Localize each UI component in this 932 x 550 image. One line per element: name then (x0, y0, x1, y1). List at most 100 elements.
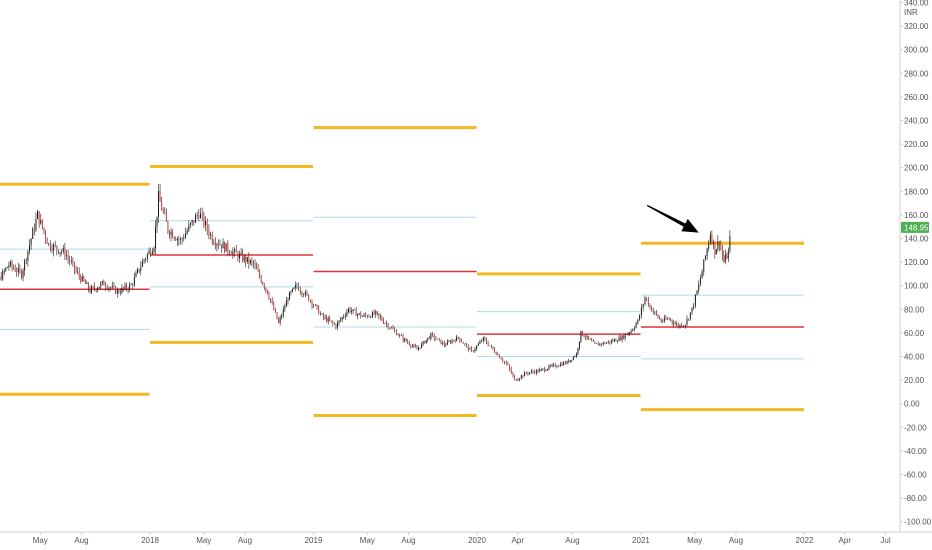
candle-body (492, 346, 494, 350)
x-tick-label: 2019 (305, 536, 323, 545)
candle-body (106, 287, 108, 289)
candle-body (421, 343, 423, 348)
candle-body (119, 292, 121, 294)
candle-body (219, 244, 221, 246)
candle-body (375, 311, 377, 315)
candle-body (288, 292, 290, 301)
candle-body (699, 278, 701, 285)
price-candles (0, 183, 731, 382)
candle-body (294, 285, 296, 288)
candle-body (461, 340, 463, 343)
candle-body (721, 248, 723, 256)
candle-body (318, 306, 320, 315)
candle-body (467, 345, 469, 350)
candle-body (373, 312, 375, 315)
x-tick-label: 2022 (796, 536, 814, 545)
candle-body (203, 213, 205, 226)
x-tick-label: Aug (401, 536, 415, 545)
candle-body (214, 243, 216, 246)
candle-body (624, 334, 626, 339)
candle-body (602, 342, 604, 345)
candle-body (679, 324, 681, 327)
y-tick-label: 220.00 (904, 140, 929, 149)
candle-body (389, 327, 391, 329)
candle-body (527, 373, 529, 374)
candle-body (726, 255, 728, 259)
candle-body (476, 345, 478, 349)
candle-body (655, 311, 657, 315)
candle-body (173, 237, 175, 239)
candle-body (469, 348, 471, 350)
y-tick-label: -40.00 (904, 447, 927, 456)
y-tick-label: 280.00 (904, 69, 929, 78)
candle-body (580, 330, 582, 342)
candle-body (313, 305, 315, 306)
candle-body (80, 276, 82, 282)
candle-body (86, 282, 88, 284)
candle-body (366, 315, 368, 317)
y-axis-ticks: 340.00 320.00 300.00 280.00 260.00 240.00 220.… (900, 0, 932, 527)
candle-body (153, 248, 155, 252)
candle-body (17, 267, 19, 273)
candle-body (498, 354, 500, 358)
candle-body (683, 325, 685, 327)
candle-body (24, 260, 26, 271)
candle-body (397, 334, 399, 336)
x-tick-label: Apr (839, 536, 852, 545)
candle-body (462, 342, 464, 344)
candle-body (168, 231, 170, 236)
candle-body (410, 344, 412, 347)
candle-body (126, 285, 128, 289)
last-price-value: 148.95 (904, 223, 929, 232)
candle-body (135, 272, 137, 278)
candle-body (319, 313, 321, 315)
candle-body (540, 369, 542, 370)
candle-body (89, 289, 91, 293)
candle-body (454, 340, 456, 342)
candle-body (248, 256, 250, 264)
y-tick-label: 100.00 (904, 282, 929, 291)
y-tick-label: 320.00 (904, 22, 929, 31)
candle-body (632, 329, 634, 331)
candle-body (520, 375, 522, 379)
candle-body (122, 287, 124, 289)
candle-body (592, 341, 594, 342)
candle-body (118, 290, 120, 293)
candle-body (251, 260, 253, 262)
candle-body (588, 336, 590, 339)
candle-body (689, 312, 691, 319)
candle-body (146, 253, 148, 259)
candle-body (234, 249, 236, 252)
candle-body (583, 335, 585, 337)
candle-body (572, 356, 574, 360)
candle-body (170, 231, 172, 236)
candle-body (358, 313, 360, 315)
candle-body (519, 378, 521, 380)
candle-body (9, 261, 11, 266)
candle-body (3, 270, 5, 272)
candle-body (644, 297, 646, 305)
x-tick-label: Apr (512, 536, 525, 545)
y-tick-label: 200.00 (904, 164, 929, 173)
candle-body (167, 221, 169, 232)
candle-body (189, 222, 191, 226)
candle-body (194, 215, 196, 223)
candle-body (502, 359, 504, 362)
candle-body (221, 244, 223, 249)
candle-body (83, 276, 85, 281)
candle-body (479, 341, 481, 344)
y-tick-label: 140.00 (904, 235, 929, 244)
candle-body (37, 211, 39, 220)
candle-body (630, 330, 632, 333)
candle-body (394, 329, 396, 331)
candle-body (175, 238, 177, 241)
candle-body (201, 213, 203, 215)
candle-body (326, 317, 328, 322)
candle-body (355, 309, 357, 316)
candle-body (581, 330, 583, 336)
y-tick-label: -60.00 (904, 471, 927, 480)
candle-body (382, 320, 384, 324)
candle-body (627, 333, 629, 335)
candle-body (29, 244, 31, 251)
